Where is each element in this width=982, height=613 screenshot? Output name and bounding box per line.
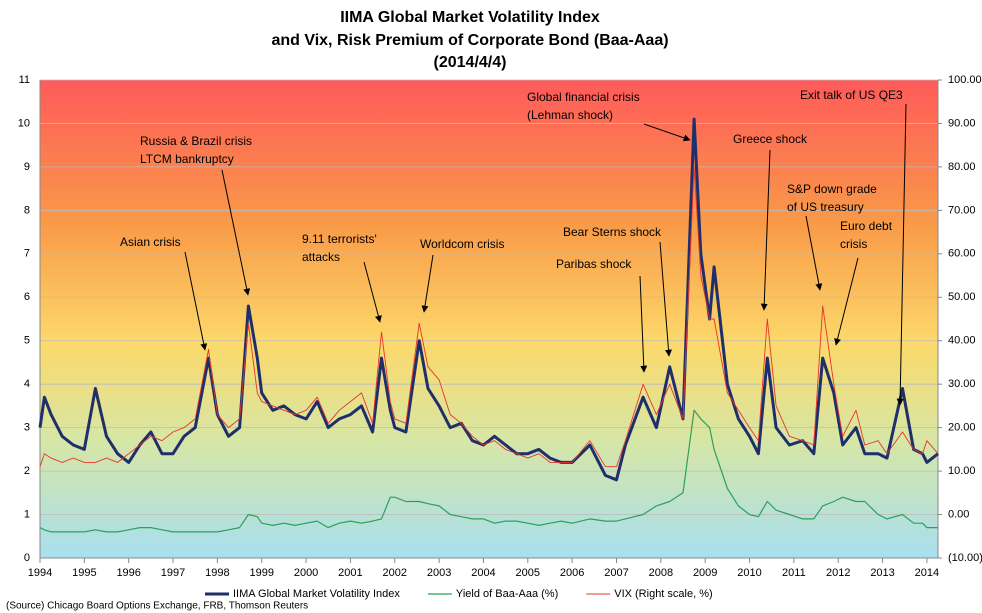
x-tick-label: 2014 [915, 567, 939, 579]
legend-label: VIX (Right scale, %) [614, 588, 712, 600]
annotation: (Lehman shock) [527, 108, 613, 122]
annotation: Paribas shock [556, 257, 632, 271]
y-tick-label: 11 [19, 74, 30, 86]
x-tick-label: 1996 [116, 567, 140, 579]
y-tick-label: 0 [24, 552, 30, 564]
annotation: 9.11 terrorists' [302, 232, 377, 246]
annotation-arrow [221, 169, 251, 296]
x-tick-label: 1998 [205, 567, 229, 579]
y2-tick-label: 70.00 [948, 204, 976, 216]
y-tick-label: 3 [24, 422, 30, 434]
annotation-arrow [639, 275, 648, 373]
y-tick-label: 10 [18, 117, 30, 129]
source-note: (Source) Chicago Board Options Exchange,… [6, 601, 308, 612]
annotation-arrow [184, 251, 208, 351]
series-line [39, 166, 939, 468]
annotation-arrow [760, 149, 771, 311]
x-tick-label: 2000 [294, 567, 318, 579]
y2-tick-label: 60.00 [948, 248, 976, 260]
x-tick-label: 1997 [161, 567, 185, 579]
annotation: crisis [840, 237, 867, 251]
plot-background [40, 80, 938, 558]
y-tick-label: 1 [24, 508, 30, 520]
legend-label: Yield of Baa-Aaa (%) [456, 588, 558, 600]
y-tick-label: 5 [24, 335, 30, 347]
y-tick-label: 2 [24, 465, 30, 477]
x-tick-label: 2001 [338, 567, 362, 579]
y2-tick-label: (10.00) [948, 552, 982, 564]
annotation-arrow [805, 215, 823, 291]
chart-title: (2014/4/4) [434, 54, 507, 71]
series-line [39, 409, 938, 533]
annotation: Global financial crisis [527, 90, 640, 104]
x-tick-label: 2002 [383, 567, 407, 579]
annotation-arrow [363, 261, 382, 323]
x-tick-label: 2007 [604, 567, 628, 579]
x-tick-label: 2013 [870, 567, 894, 579]
y2-tick-label: 40.00 [948, 335, 976, 347]
annotation: attacks [302, 250, 340, 264]
annotation: Euro debt [840, 219, 893, 233]
x-tick-label: 2006 [560, 567, 584, 579]
y-tick-label: 6 [24, 291, 30, 303]
annotation-arrow [834, 257, 859, 346]
y2-tick-label: 100.00 [948, 74, 982, 86]
x-tick-label: 2003 [427, 567, 451, 579]
x-tick-label: 2009 [693, 567, 717, 579]
y-tick-label: 9 [24, 161, 30, 173]
x-tick-label: 1994 [28, 567, 52, 579]
annotation-arrow [659, 241, 672, 357]
x-tick-label: 2010 [737, 567, 761, 579]
y2-tick-label: 50.00 [948, 291, 976, 303]
annotation: Exit talk of US QE3 [800, 88, 903, 102]
chart-title: and Vix, Risk Premium of Corporate Bond … [271, 32, 668, 49]
x-tick-label: 2011 [782, 567, 806, 579]
y-tick-label: 7 [24, 248, 30, 260]
annotation-arrow [643, 123, 691, 142]
y2-tick-label: 90.00 [948, 117, 976, 129]
annotation: Bear Sterns shock [563, 225, 662, 239]
y2-tick-label: 10.00 [948, 465, 976, 477]
annotation: Asian crisis [120, 235, 181, 249]
y2-tick-label: 80.00 [948, 161, 976, 173]
annotation: S&P down grade [787, 182, 877, 196]
annotation-arrow [421, 254, 434, 313]
y-tick-label: 8 [24, 204, 30, 216]
x-tick-label: 2004 [471, 567, 495, 579]
x-tick-label: 1995 [72, 567, 96, 579]
x-tick-label: 2012 [826, 567, 850, 579]
annotation: of US treasury [787, 200, 864, 214]
legend-label: IIMA Global Market Volatility Index [233, 588, 400, 600]
y2-tick-label: 0.00 [948, 508, 969, 520]
y2-tick-label: 20.00 [948, 422, 976, 434]
series-line [38, 117, 939, 482]
annotation: LTCM bankruptcy [140, 152, 234, 166]
annotation-arrow [896, 103, 907, 406]
x-tick-label: 2008 [649, 567, 673, 579]
y-tick-label: 4 [24, 378, 30, 390]
annotation: Russia & Brazil crisis [140, 134, 252, 148]
x-tick-label: 1999 [249, 567, 273, 579]
annotation: Worldcom crisis [420, 237, 504, 251]
y2-tick-label: 30.00 [948, 378, 976, 390]
chart-title: IIMA Global Market Volatility Index [340, 9, 600, 26]
x-tick-label: 2005 [516, 567, 540, 579]
annotation: Greece shock [733, 132, 808, 146]
